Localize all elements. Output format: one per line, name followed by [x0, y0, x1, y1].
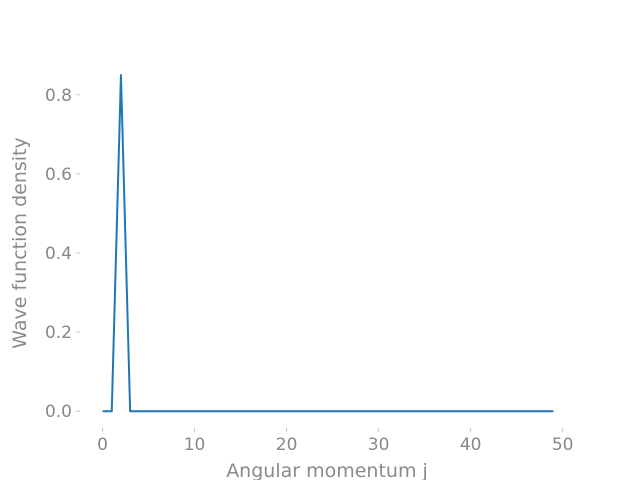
- x-tick-label: 40: [460, 435, 482, 455]
- y-tick-label: 0.4: [45, 244, 72, 264]
- x-axis-ticks: 0 10 20 30 40 50: [97, 428, 573, 455]
- x-tick-label: 30: [368, 435, 390, 455]
- x-axis-label: Angular momentum j: [226, 460, 428, 480]
- y-tick-label: 0.0: [45, 402, 72, 422]
- y-tick-label: 0.2: [45, 323, 72, 343]
- x-tick-label: 50: [552, 435, 574, 455]
- series-layer: [102, 74, 554, 413]
- y-axis-label: Wave function density: [9, 137, 31, 349]
- x-tick-label: 0: [97, 435, 108, 455]
- y-axis-ticks: 0.0 0.2 0.4 0.6 0.8: [45, 86, 80, 422]
- series-line: [102, 74, 554, 413]
- y-tick-label: 0.8: [45, 86, 72, 106]
- x-tick-label: 20: [276, 435, 298, 455]
- x-tick-label: 10: [184, 435, 206, 455]
- y-tick-label: 0.6: [45, 165, 72, 185]
